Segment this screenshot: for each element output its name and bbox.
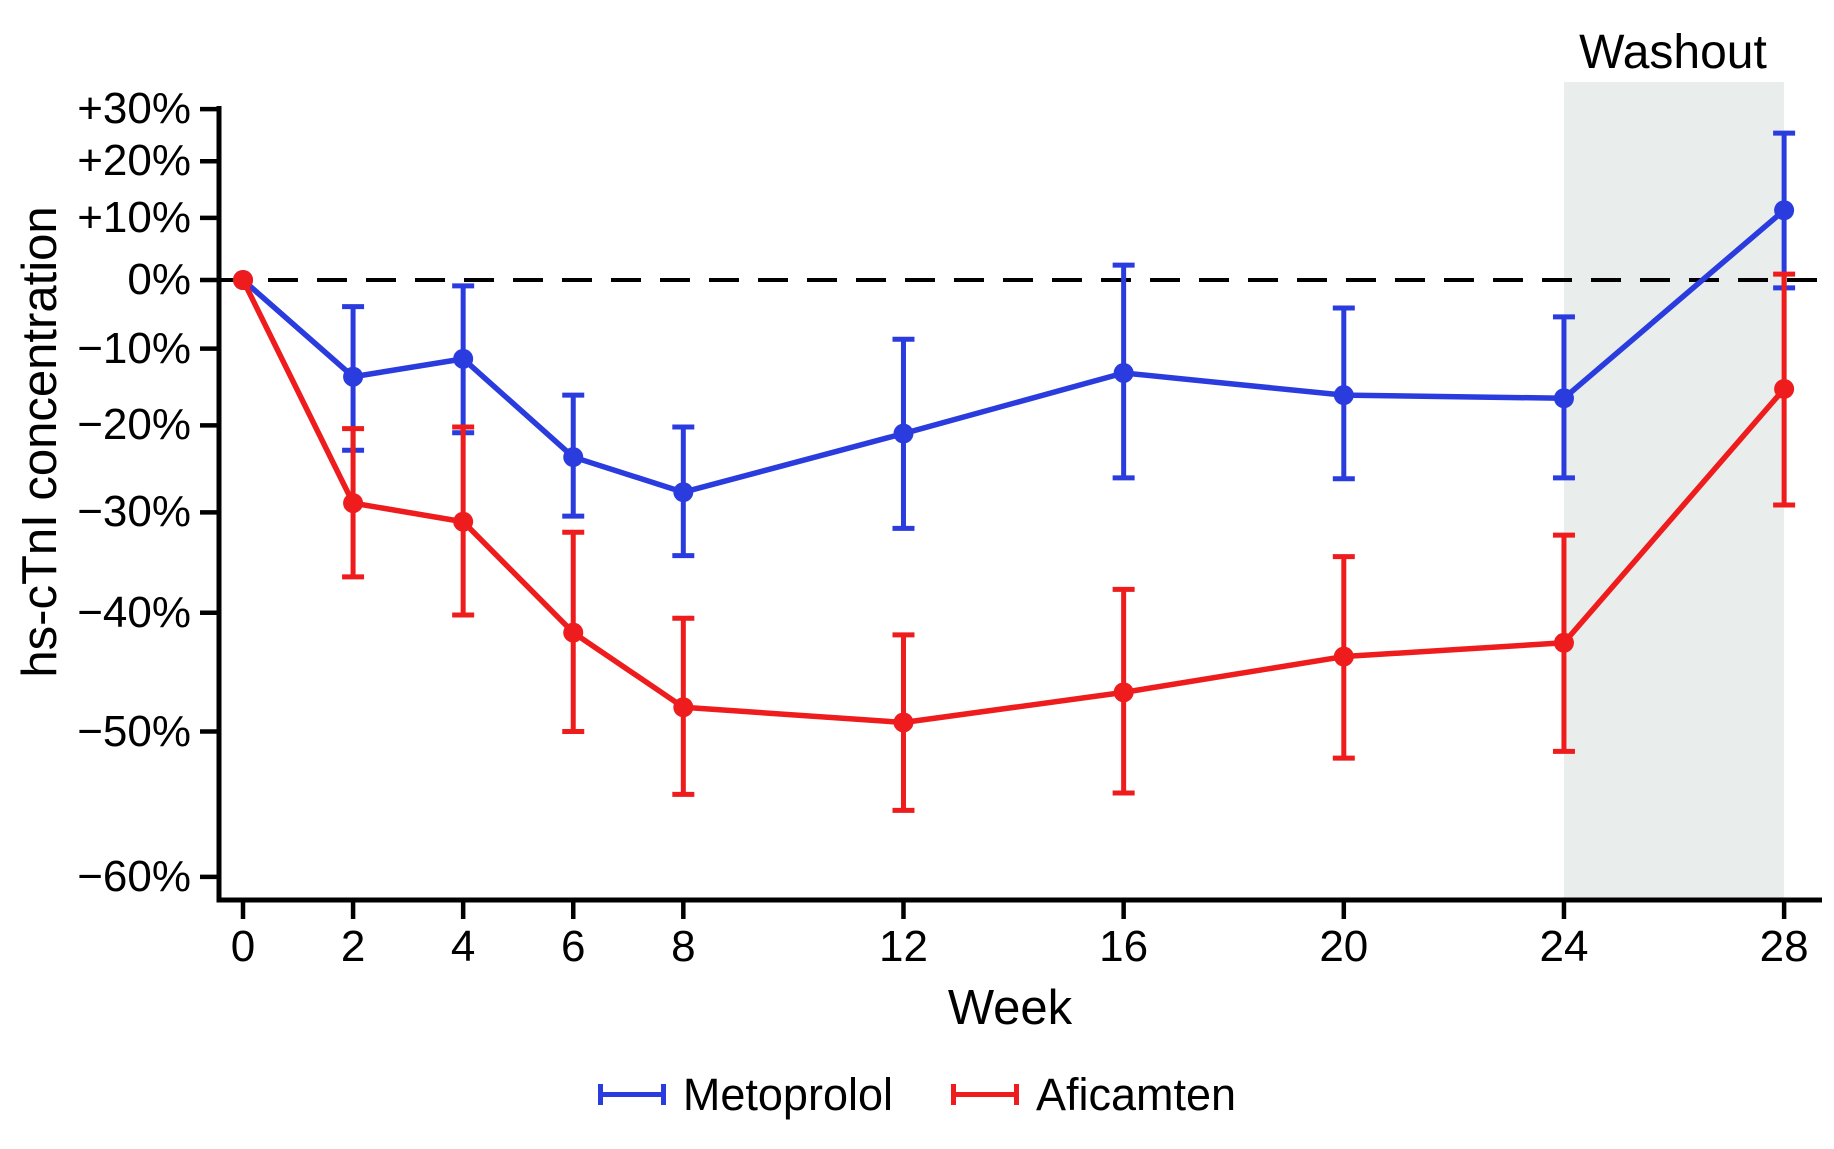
y-tick-label: −40% bbox=[77, 587, 191, 637]
y-tick-label: −30% bbox=[77, 487, 191, 537]
y-tick-label: 0% bbox=[127, 255, 191, 304]
y-tick-label: +30% bbox=[77, 84, 191, 134]
errorbar-glyph-icon bbox=[951, 1084, 1019, 1105]
y-tick-label: −10% bbox=[77, 323, 191, 373]
data-point-aficamten bbox=[453, 511, 474, 532]
x-tick-label: 4 bbox=[450, 922, 476, 971]
legend-item-metoprolol: Metoprolol bbox=[597, 1069, 893, 1120]
data-point-metoprolol bbox=[1113, 362, 1134, 383]
x-tick-label: 28 bbox=[1759, 922, 1809, 971]
y-tick-label: +20% bbox=[77, 136, 191, 186]
y-axis-title: hs-cTnI concentration bbox=[13, 206, 67, 678]
data-point-metoprolol bbox=[453, 348, 474, 369]
x-tick-label: 20 bbox=[1319, 922, 1369, 971]
legend-label: Metoprolol bbox=[682, 1069, 893, 1120]
x-tick-label: 2 bbox=[340, 922, 366, 971]
legend-item-aficamten: Aficamten bbox=[951, 1072, 1236, 1117]
x-tick-label: 0 bbox=[230, 922, 256, 971]
y-tick-label: +10% bbox=[77, 192, 191, 242]
legend-label: Aficamten bbox=[1036, 1069, 1237, 1120]
data-point-aficamten bbox=[1113, 682, 1134, 703]
data-point-metoprolol bbox=[1333, 385, 1354, 406]
y-tick-label: −50% bbox=[77, 706, 191, 756]
data-point-aficamten bbox=[343, 493, 364, 514]
data-point-aficamten bbox=[233, 270, 253, 290]
data-point-aficamten bbox=[673, 697, 694, 718]
data-point-metoprolol bbox=[343, 366, 364, 387]
x-axis-title: Week bbox=[947, 981, 1073, 1035]
legend: Metoprolol Aficamten bbox=[0, 1072, 1834, 1117]
series-line-metoprolol bbox=[241, 208, 1786, 495]
data-point-aficamten bbox=[1774, 378, 1795, 399]
errorbar-glyph-icon bbox=[597, 1084, 666, 1105]
data-point-aficamten bbox=[1553, 632, 1574, 653]
x-tick-label: 8 bbox=[671, 922, 696, 971]
data-point-metoprolol bbox=[893, 423, 914, 444]
data-point-aficamten bbox=[893, 712, 914, 733]
x-tick-label: 6 bbox=[560, 922, 586, 971]
data-point-metoprolol bbox=[1774, 200, 1795, 221]
series-line-aficamten bbox=[240, 278, 1787, 726]
washout-region-label: Washout bbox=[1579, 26, 1767, 79]
data-point-metoprolol bbox=[1553, 388, 1574, 409]
x-tick-label: 12 bbox=[878, 922, 928, 971]
y-tick-label: −20% bbox=[77, 400, 191, 450]
data-point-metoprolol bbox=[563, 447, 584, 468]
y-tick-label: −60% bbox=[77, 851, 191, 901]
data-point-metoprolol bbox=[673, 482, 694, 503]
x-tick-label: 24 bbox=[1539, 922, 1589, 971]
data-point-aficamten bbox=[1333, 646, 1354, 667]
x-tick-label: 16 bbox=[1099, 922, 1149, 971]
data-point-aficamten bbox=[563, 622, 584, 643]
washout-band bbox=[1563, 82, 1785, 900]
